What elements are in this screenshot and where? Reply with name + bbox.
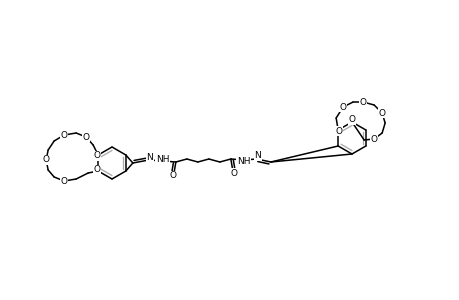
Text: O: O	[378, 109, 385, 118]
Text: O: O	[169, 172, 176, 181]
Text: O: O	[348, 116, 355, 124]
Text: NH: NH	[236, 158, 250, 166]
Text: O: O	[335, 127, 342, 136]
Text: O: O	[61, 176, 67, 185]
Text: O: O	[339, 103, 346, 112]
Text: O: O	[43, 155, 50, 164]
Text: O: O	[94, 166, 101, 175]
Text: O: O	[370, 134, 377, 143]
Text: N: N	[146, 152, 153, 161]
Text: O: O	[359, 98, 366, 106]
Text: O: O	[230, 169, 237, 178]
Text: O: O	[61, 130, 67, 140]
Text: O: O	[83, 133, 90, 142]
Text: NH: NH	[156, 155, 169, 164]
Text: O: O	[94, 152, 101, 160]
Text: N: N	[254, 152, 261, 160]
